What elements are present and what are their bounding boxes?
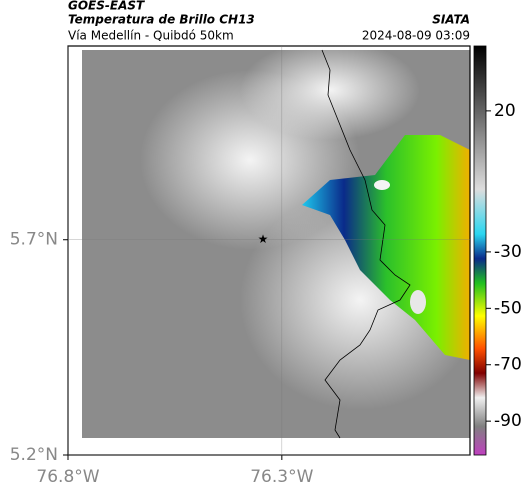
source: GOES-EAST [68,0,145,13]
x-tick-label: 76.8°W [36,467,99,487]
location-marker: ★ [258,232,269,246]
y-tick-label: 5.7°N [10,230,58,250]
colorbar-tick-label: -30 [494,242,522,262]
agency: SIATA [432,13,470,27]
y-tick-label: 5.2°N [10,445,58,465]
colorbar-tick-label: -90 [494,411,522,431]
timestamp: 2024-08-09 03:09 [362,29,470,43]
colorbar-tick-label: 20 [494,101,516,121]
colorbar [473,45,487,456]
x-tick-label: 76.3°W [250,467,313,487]
satellite-image [82,40,480,439]
colorbar-tick-label: -50 [494,298,522,318]
subtitle: Vía Medellín - Quibdó 50km [68,29,234,43]
colorbar-tick-label: -70 [494,355,522,375]
title: Temperatura de Brillo CH13 [68,13,255,27]
